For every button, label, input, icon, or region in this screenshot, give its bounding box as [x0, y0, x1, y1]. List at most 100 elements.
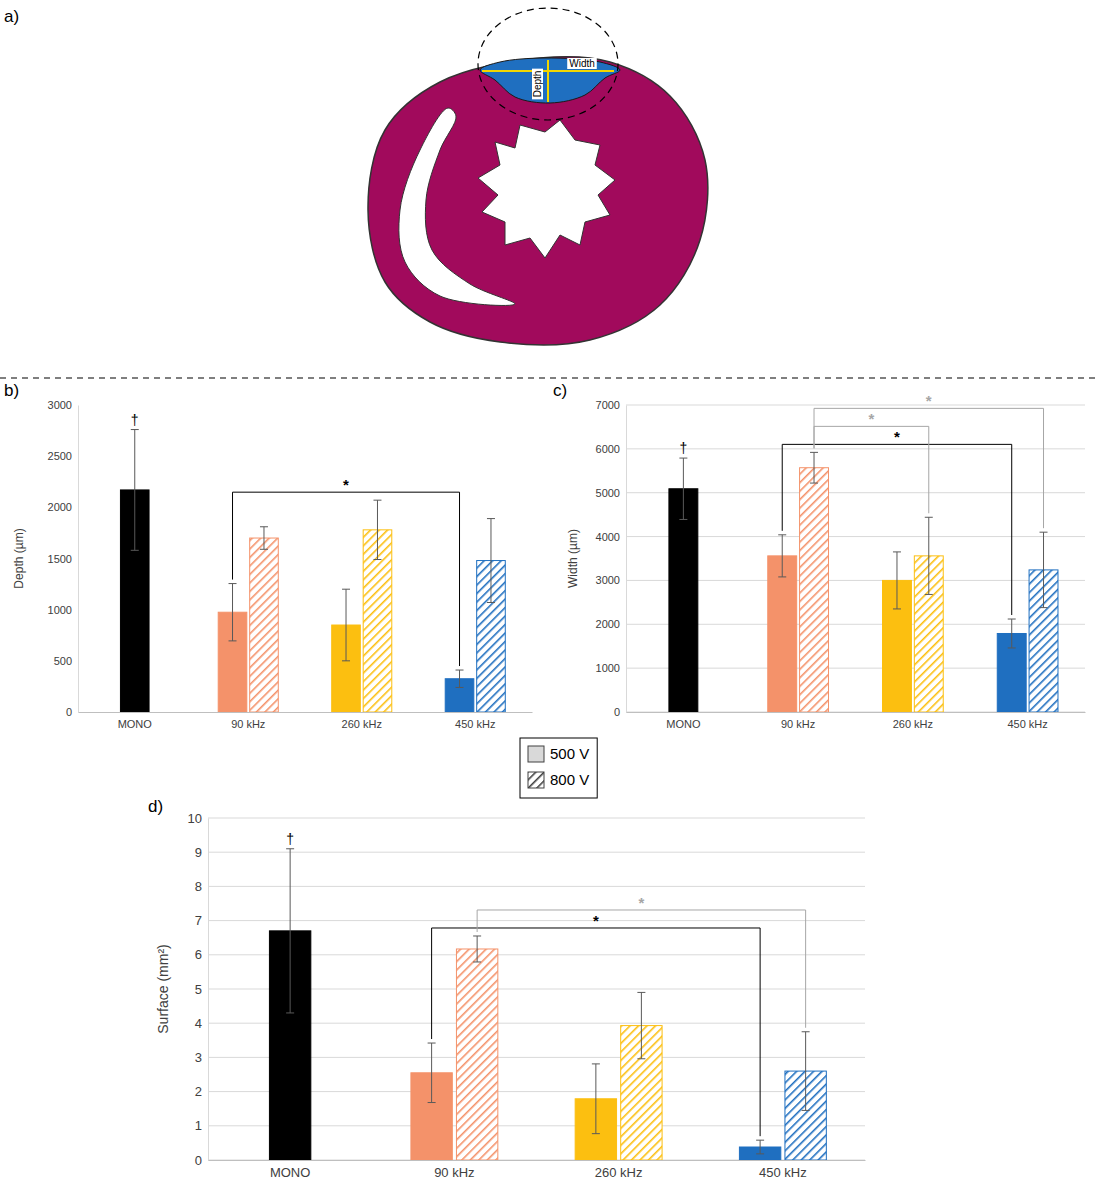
x-tick-label: 450 kHz: [1007, 718, 1047, 730]
y-tick: 5: [195, 982, 208, 997]
significance-bracket: [814, 426, 929, 513]
y-tick-label: 1000: [48, 604, 72, 616]
y-tick-label: 3000: [596, 574, 620, 586]
error-bar: [679, 458, 687, 519]
y-axis: 01000200030004000500060007000: [596, 399, 627, 718]
y-axis-line: [626, 406, 627, 713]
x-tick: 260 kHz: [595, 1160, 643, 1180]
y-tick-label: 2: [195, 1084, 202, 1099]
y-tick: 6: [195, 947, 208, 962]
x-tick: 90 kHz: [434, 1160, 474, 1180]
y-tick: 4000: [596, 531, 626, 543]
y-tick-label: 3000: [48, 399, 72, 411]
y-tick: 0: [195, 1153, 208, 1168]
lesion: [480, 58, 620, 103]
left-ventricle: [478, 120, 615, 258]
y-axis: 012345678910: [188, 811, 209, 1168]
error-bar: [260, 527, 268, 550]
panel-label: d): [148, 797, 163, 816]
x-tick: MONO: [666, 712, 701, 730]
y-tick: 2000: [596, 618, 626, 630]
y-tick-label: 4000: [596, 531, 620, 543]
x-tick-label: 260 kHz: [342, 718, 382, 730]
error-bar: [487, 519, 495, 603]
panel-label: a): [4, 7, 19, 26]
y-axis-title: Depth (µm): [12, 528, 26, 588]
x-tick: 90 kHz: [781, 712, 815, 730]
error-bar: [131, 430, 139, 551]
x-axis-line: [79, 712, 533, 713]
significance-label: *: [638, 894, 644, 911]
zoom-outline: [478, 8, 618, 120]
bars: [120, 430, 505, 712]
x-axis-line: [209, 1160, 866, 1161]
bar: [768, 556, 797, 712]
y-tick-label: 2000: [48, 501, 72, 513]
legend-box: [520, 738, 597, 798]
chart-panel: c)01000200030004000500060007000MONO90 kH…: [553, 381, 1086, 730]
error-bar: [342, 589, 350, 661]
x-tick-label: MONO: [270, 1165, 310, 1180]
x-tick: 450 kHz: [1007, 712, 1047, 730]
width-label: Width: [569, 58, 595, 69]
y-tick: 1500: [48, 553, 78, 565]
x-tick-label: 90 kHz: [434, 1165, 474, 1180]
bar: [669, 489, 698, 712]
significance-bracket: [432, 928, 760, 1136]
error-bar: [229, 584, 237, 641]
error-bar: [756, 1140, 764, 1154]
error-bar: [893, 552, 901, 609]
grid-line: [626, 405, 1085, 406]
y-axis-title: Surface (mm²): [155, 944, 171, 1033]
y-tick: 8: [195, 879, 208, 894]
label-background: [567, 58, 597, 69]
significance-label: *: [926, 392, 932, 409]
y-axis-title: Width (µm): [566, 529, 580, 588]
x-tick-label: 90 kHz: [231, 718, 265, 730]
significance-bracket: [814, 408, 1043, 528]
x-tick: 450 kHz: [455, 712, 495, 730]
depth-label-group: Depth: [532, 69, 543, 100]
y-tick: 3: [195, 1050, 208, 1065]
significance-bracket: [782, 444, 1012, 615]
significance-label: *: [868, 410, 874, 427]
y-tick: 7000: [596, 399, 626, 411]
error-bar: [810, 452, 818, 483]
y-tick-label: 7000: [596, 399, 620, 411]
significance-bracket: [233, 492, 460, 666]
legend-swatch: [528, 746, 544, 762]
bar: [456, 949, 497, 1160]
error-bar: [592, 1064, 600, 1134]
y-axis-line: [208, 819, 209, 1161]
y-tick-label: 7: [195, 913, 202, 928]
grid-line: [626, 448, 1085, 449]
significance-bracket: [477, 910, 806, 1028]
grid: [208, 818, 865, 1160]
y-tick-label: 1500: [48, 553, 72, 565]
y-tick: 10: [188, 811, 208, 826]
error-bar: [1008, 619, 1016, 648]
x-tick: 260 kHz: [342, 712, 382, 730]
bars: [269, 849, 826, 1160]
depth-label: Depth: [532, 71, 543, 98]
y-tick-label: 5: [195, 982, 202, 997]
y-tick: 4: [195, 1016, 208, 1031]
depth-measure: [547, 60, 549, 102]
y-tick-label: 9: [195, 845, 202, 860]
x-tick-label: 90 kHz: [781, 718, 815, 730]
x-tick: MONO: [270, 1160, 310, 1180]
y-tick: 9: [195, 845, 208, 860]
y-tick-label: 1000: [596, 662, 620, 674]
x-axis: MONO 90 kHz 260 kHz 450 kHz: [79, 712, 533, 730]
y-axis: 050010001500200025003000: [48, 399, 79, 718]
y-tick: 1000: [596, 662, 626, 674]
error-bar: [286, 849, 294, 1013]
y-tick-label: 5000: [596, 487, 620, 499]
y-tick: 500: [54, 655, 78, 667]
y-tick-label: 2500: [48, 450, 72, 462]
x-tick: MONO: [118, 712, 153, 730]
significance-label: *: [593, 912, 599, 929]
x-tick-label: 260 kHz: [893, 718, 933, 730]
y-tick-label: 6000: [596, 443, 620, 455]
y-tick: 2500: [48, 450, 78, 462]
